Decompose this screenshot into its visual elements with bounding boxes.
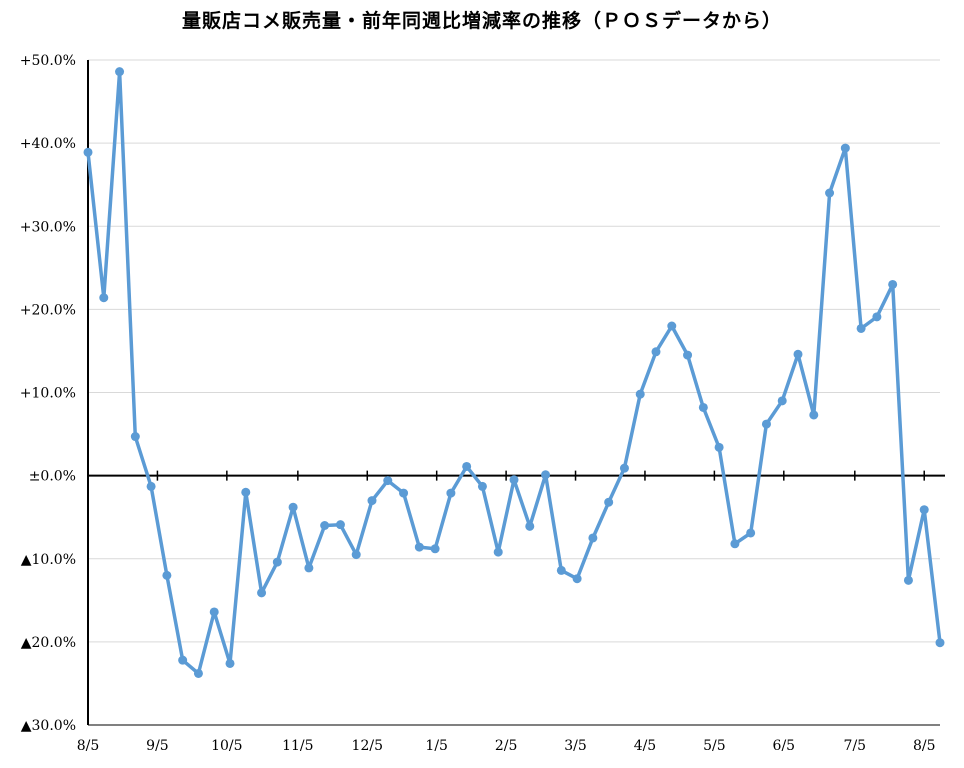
y-tick-label: ▲30.0% bbox=[21, 718, 76, 734]
data-point bbox=[225, 658, 235, 668]
x-tick-label: 9/5 bbox=[146, 738, 169, 754]
x-tick-label: 5/5 bbox=[703, 738, 726, 754]
data-point bbox=[320, 521, 330, 530]
data-point bbox=[840, 143, 850, 153]
data-point bbox=[367, 496, 377, 506]
x-tick-label: 12/5 bbox=[352, 738, 383, 754]
data-point bbox=[825, 188, 835, 198]
data-point bbox=[903, 575, 913, 585]
data-point bbox=[272, 557, 282, 567]
data-point bbox=[572, 574, 582, 584]
data-point bbox=[399, 488, 409, 498]
x-tick-label: 10/5 bbox=[211, 738, 242, 754]
data-point bbox=[209, 607, 219, 617]
data-point bbox=[525, 521, 535, 531]
data-point bbox=[99, 293, 109, 303]
x-tick-label: 7/5 bbox=[844, 738, 867, 754]
y-tick-label: +20.0% bbox=[20, 302, 76, 318]
y-tick-label: +10.0% bbox=[20, 386, 76, 402]
x-tick-label: 8/5 bbox=[77, 738, 100, 754]
data-point bbox=[556, 565, 566, 575]
data-point bbox=[462, 461, 472, 471]
y-tick-labels: +50.0% +40.0% +30.0% +20.0% +10.0% ±0.0% ▲10.0… bbox=[20, 53, 76, 734]
data-point bbox=[604, 497, 614, 507]
data-point bbox=[935, 638, 945, 648]
data-point bbox=[241, 487, 251, 497]
data-point bbox=[872, 312, 882, 322]
x-tick-labels: 8/5 9/5 10/5 11/5 12/5 1/5 2/5 3/5 4/5 5/5 6/5 7/5 8… bbox=[77, 738, 936, 754]
data-point bbox=[635, 389, 645, 399]
y-tick-label: +30.0% bbox=[20, 219, 76, 235]
data-point bbox=[351, 550, 361, 560]
data-point bbox=[83, 147, 93, 157]
x-tick-label: 6/5 bbox=[773, 738, 796, 754]
x-tick-label: 1/5 bbox=[425, 738, 448, 754]
y-tick-label: +40.0% bbox=[20, 136, 76, 152]
x-tick-label: 2/5 bbox=[495, 738, 518, 754]
data-point bbox=[619, 463, 629, 473]
data-point bbox=[761, 419, 771, 429]
series bbox=[83, 67, 945, 678]
data-point bbox=[777, 396, 787, 406]
data-point bbox=[162, 570, 172, 580]
data-point bbox=[888, 279, 898, 289]
data-point bbox=[477, 481, 487, 491]
data-point bbox=[698, 402, 708, 412]
data-point bbox=[541, 470, 551, 480]
data-point bbox=[588, 533, 598, 543]
axes bbox=[87, 60, 945, 726]
data-point bbox=[115, 67, 125, 77]
series-line bbox=[86, 69, 942, 676]
data-point bbox=[288, 502, 298, 512]
gridlines bbox=[88, 59, 940, 726]
data-point bbox=[683, 350, 693, 360]
x-tick-label: 8/5 bbox=[913, 738, 936, 754]
data-point bbox=[919, 505, 929, 515]
y-tick-label: ▲10.0% bbox=[21, 552, 76, 568]
y-tick-label: ▲20.0% bbox=[21, 635, 76, 651]
data-point bbox=[178, 655, 188, 665]
data-point bbox=[414, 542, 424, 552]
data-point bbox=[714, 442, 724, 452]
data-point bbox=[856, 323, 866, 333]
chart-title: 量販店コメ販売量・前年同週比増減率の推移（ＰＯＳデータから） bbox=[181, 10, 782, 32]
data-point bbox=[193, 668, 203, 678]
x-tick-label: 4/5 bbox=[634, 738, 657, 754]
x-tick-label: 3/5 bbox=[564, 738, 587, 754]
data-point bbox=[746, 528, 756, 538]
data-point bbox=[430, 544, 440, 554]
data-point bbox=[130, 432, 140, 442]
x-tick-label: 11/5 bbox=[282, 738, 313, 754]
data-point bbox=[509, 475, 519, 485]
data-point bbox=[304, 563, 314, 573]
data-point bbox=[335, 520, 345, 530]
y-tick-label: ±0.0% bbox=[29, 469, 76, 485]
data-point bbox=[809, 410, 819, 420]
data-point bbox=[257, 588, 267, 598]
data-point bbox=[730, 539, 740, 549]
data-point bbox=[651, 347, 661, 357]
data-point bbox=[793, 349, 803, 359]
data-point bbox=[493, 547, 503, 557]
y-tick-label: +50.0% bbox=[20, 53, 76, 69]
data-point bbox=[383, 476, 393, 486]
data-point bbox=[667, 321, 677, 331]
data-point bbox=[446, 488, 456, 498]
data-point bbox=[146, 481, 156, 491]
